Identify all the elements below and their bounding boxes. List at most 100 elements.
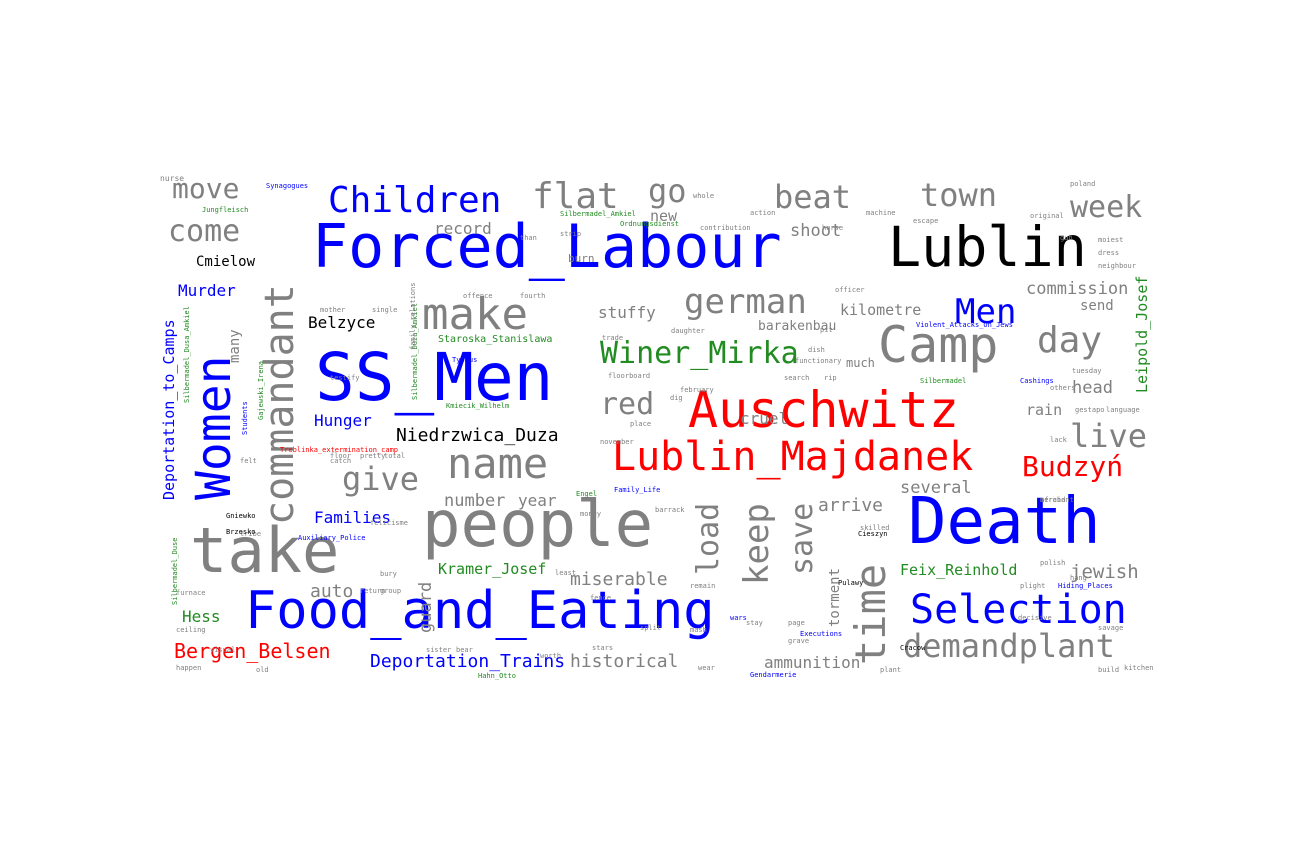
word-101: gestapo [1075,406,1105,414]
word-107: floorboard [608,372,651,380]
word-45: Kramer_Josef [438,560,547,578]
word-150: group [380,587,402,595]
word-37: Deportation_Trains [370,651,566,672]
word-39: Belzyce [308,313,376,332]
word-116: merchant [1040,496,1074,504]
word-64: kilometre [840,301,922,319]
word-114: neighbour [1098,262,1136,270]
word-97: family_relations [409,282,417,350]
word-10: commandant [257,284,303,525]
word-75: Synagogues [266,182,309,190]
word-33: live [1070,417,1148,455]
word-73: much [846,356,875,370]
word-74: burn [568,252,595,265]
word-89: Hahn_Otto [478,672,516,680]
word-99: afraid [1040,496,1066,504]
word-30: load [691,502,726,575]
word-165: stars [592,644,614,652]
word-147: trade [602,334,624,342]
word-160: kitchen [1124,664,1154,672]
word-159: gun [1060,234,1073,242]
word-153: strip [560,230,582,238]
word-125: ceiling [176,626,206,634]
word-93: Gajewski_Irena [257,360,265,420]
word-130: build [1098,666,1120,674]
word-182: nurse [160,174,185,183]
word-82: Hiding_Places [1058,582,1113,590]
word-154: visual [210,646,236,654]
word-112: moiest [1098,236,1124,244]
word-50: historical [570,651,679,672]
word-60: torment [827,567,843,627]
word-55: arrive [818,495,884,516]
word-171: dish [808,346,825,354]
word-136: horse [822,224,844,232]
word-31: save [785,502,820,575]
word-181: wars [730,614,747,622]
word-127: remain [690,582,716,590]
word-43: Families [314,508,392,527]
word-14: name [447,439,549,488]
word-46: Feix_Reinhold [900,561,1018,579]
word-61: cruel [740,409,789,428]
word-133: whole [693,192,715,200]
word-66: send [1080,298,1114,314]
word-54: ammunition [764,653,861,672]
word-134: action [750,209,776,217]
word-113: dress [1098,249,1120,257]
word-157: pretty [360,452,386,460]
word-67: head [1072,378,1113,398]
word-9: Women [186,355,242,501]
word-126: happen [176,664,202,672]
word-95: Treblinka_extermination_camp [280,446,399,454]
word-179: Cracow [900,644,926,652]
word-16: Children [328,180,502,221]
word-155: testify [330,374,360,382]
word-177: Brzesko [226,528,256,536]
word-96: Silbermadel_Dusa_Amkiel [183,306,191,403]
word-166: split [640,624,662,632]
word-100: polish [1040,559,1066,567]
word-15: Selection [910,587,1127,633]
word-85: Ordnungsdienst [620,220,680,228]
word-178: Cieszyn [858,530,888,538]
word-69: shoot [790,221,842,241]
word-144: catch [330,457,352,465]
word-59: guard [416,581,436,633]
word-137: poland [1070,180,1096,188]
word-71: new [650,207,678,225]
word-21: week [1070,190,1143,225]
word-29: keep [737,503,777,585]
word-40: Cmielow [196,254,256,270]
word-167: dig [670,394,683,402]
word-70: record [434,219,492,238]
word-180: Pulawy [838,579,864,587]
word-26: day [1037,320,1103,361]
word-87: Silbermadel [920,377,967,385]
word-62: stuffy [598,303,656,322]
word-77: Typhus [452,356,478,364]
word-163: worth [540,652,562,660]
word-72: many [227,329,243,363]
word-121: single [372,306,398,314]
word-83: Violent_Attacks_On_Jews [916,321,1013,329]
word-86: Jungfleisch [202,206,249,214]
word-80: Gendarmerie [750,671,797,679]
word-117: barrack [655,506,685,514]
word-1: SS_Men [315,339,554,416]
word-102: language [1106,406,1140,414]
word-20: town [920,176,998,214]
word-123: fourth [520,292,546,300]
word-57: year [518,491,557,510]
word-132: others [1050,384,1076,392]
word-78: Family_Life [614,486,661,494]
word-79: Auxiliary_Police [298,534,366,542]
word-138: sister [426,646,452,654]
word-35: red [600,387,655,422]
word-164: wear [698,664,715,672]
word-106: functionary [795,357,842,365]
word-109: machine [866,209,896,217]
word-135: contribution [700,224,751,232]
word-7: take [190,514,340,587]
